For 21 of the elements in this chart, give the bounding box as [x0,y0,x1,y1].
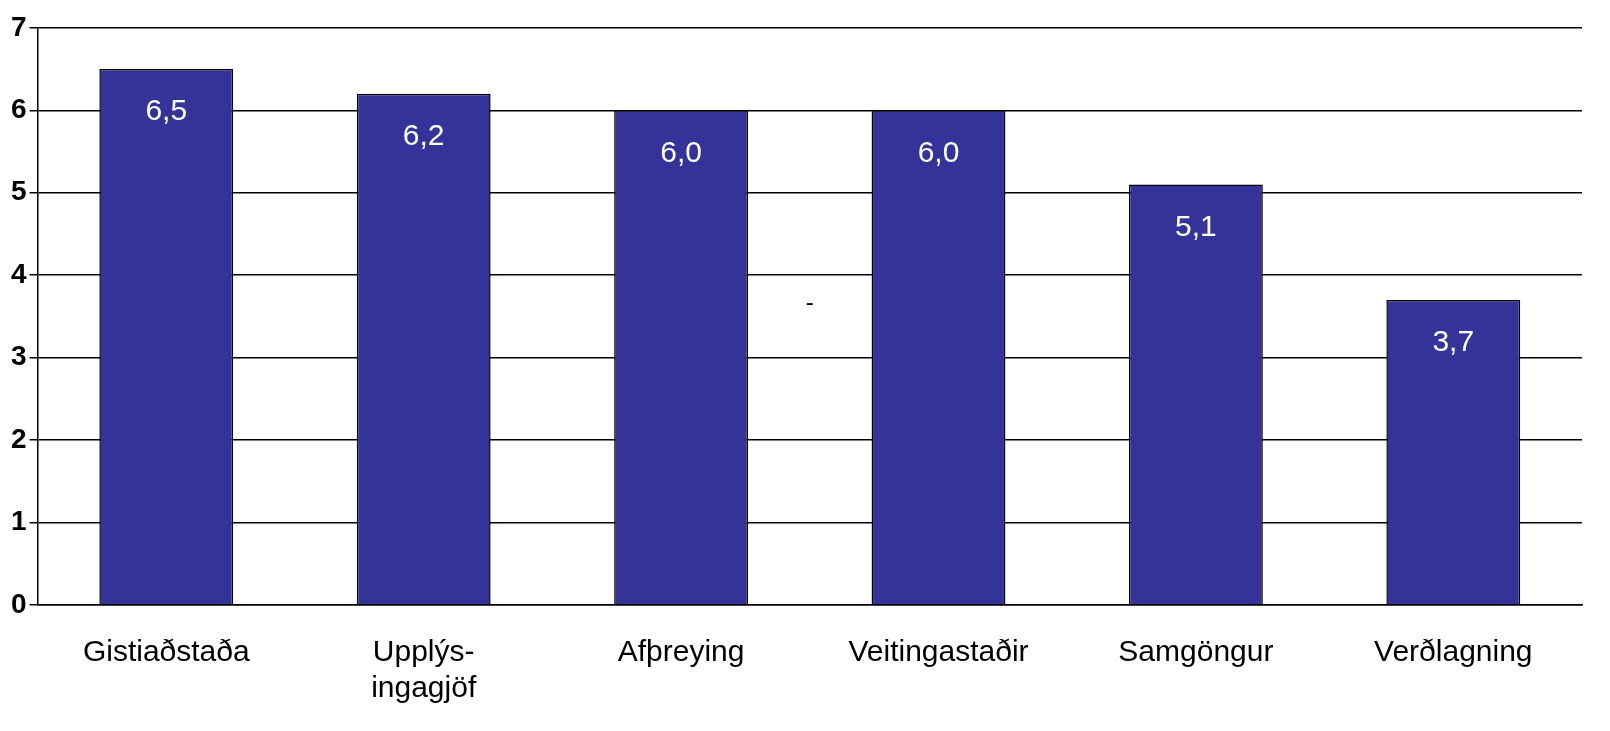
y-tick-label: 4 [10,257,27,289]
y-tick-label: 1 [10,505,27,537]
data-label: 5,1 [1175,208,1217,242]
x-tick-label: Samgöngur [1118,634,1274,668]
y-tick-label: 2 [10,422,27,454]
y-tick-label: 3 [10,340,27,372]
y-tick-label: 7 [10,10,27,42]
x-tick-label: Gistiaðstaða [82,634,250,668]
data-label: 6,0 [660,134,702,168]
annotation: - [805,288,814,316]
x-tick-label: Verðlagning [1374,634,1533,668]
x-tick-label: Upplýs- ingagjöf [371,634,477,704]
data-label: 6,5 [145,93,188,127]
x-tick-label: Veitingastaðir [848,634,1029,668]
data-label: 3,7 [1432,324,1475,358]
data-label: 6,2 [402,118,445,152]
data-label: 6,0 [917,134,960,168]
y-tick-label: 6 [10,92,27,124]
y-tick-label: 0 [10,587,27,619]
y-tick-label: 5 [10,175,27,207]
x-tick-label: Afþreying [617,634,745,668]
